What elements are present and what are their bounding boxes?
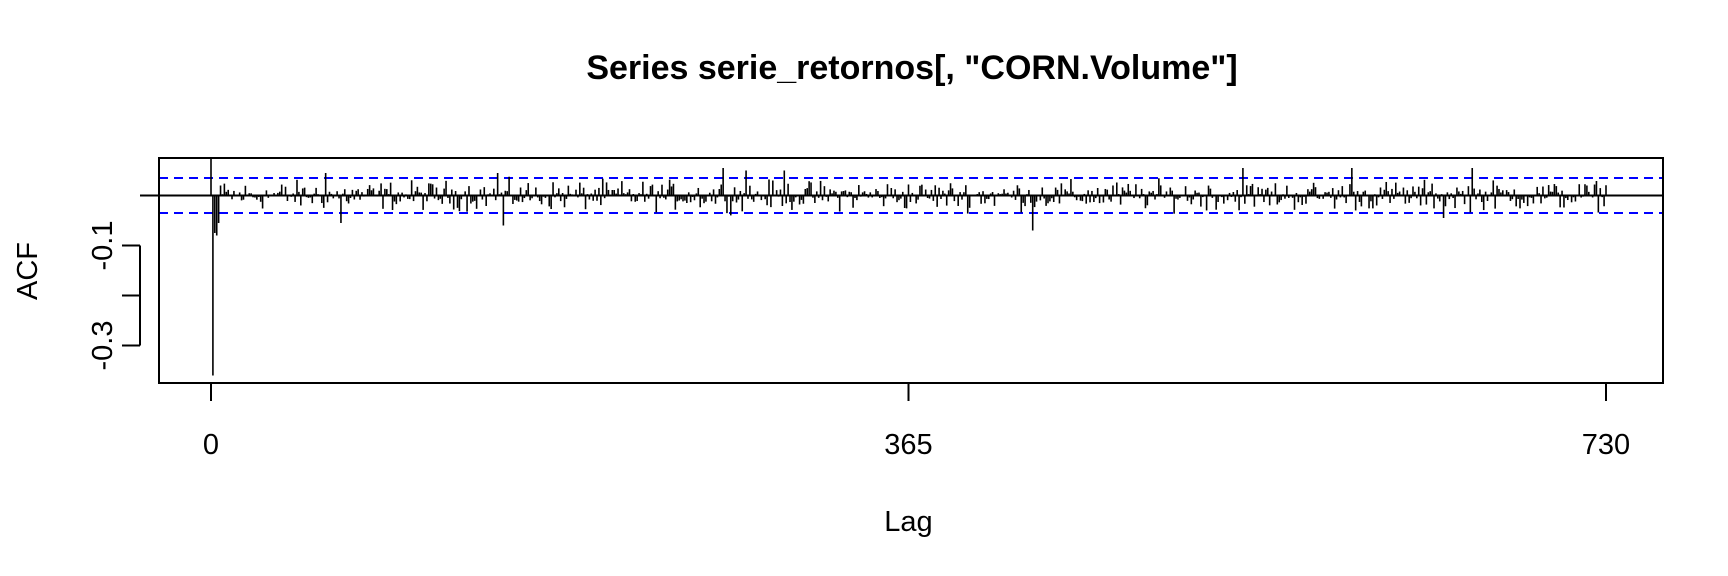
confidence-bounds (159, 177, 1663, 214)
y-tick-label: -0.3 (87, 321, 119, 371)
x-axis-label: Lag (884, 506, 932, 538)
y-axis-label: ACF (12, 242, 44, 300)
x-axis: 0 365 730 (203, 382, 1630, 461)
x-tick-label: 365 (884, 429, 932, 461)
chart-title: Series serie_retornos[, "CORN.Volume"] (586, 49, 1237, 87)
y-axis: -0.3 -0.1 (87, 221, 141, 371)
x-tick-label: 0 (203, 429, 219, 461)
x-tick-label: 730 (1582, 429, 1630, 461)
y-tick-label: -0.1 (87, 221, 119, 271)
acf-bars (210, 159, 1607, 376)
